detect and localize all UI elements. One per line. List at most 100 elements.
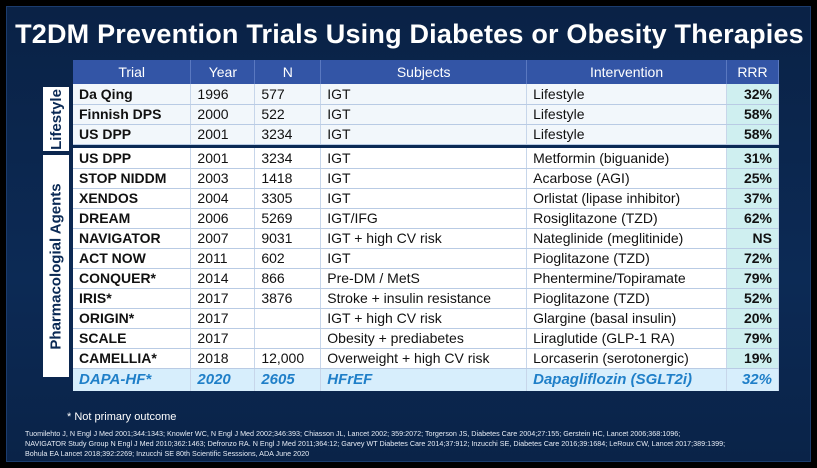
table-header-row: Trial Year N Subjects Intervention RRR: [73, 60, 780, 84]
cell-subjects: IGT: [320, 124, 528, 145]
cell-rrr: 37%: [726, 188, 780, 209]
cell-trial: ACT NOW: [73, 248, 192, 269]
pharma-group-label: Pharmacologial Agents: [43, 155, 69, 377]
header-trial: Trial: [73, 60, 192, 84]
trials-table: Trial Year N Subjects Intervention RRR D…: [73, 60, 780, 391]
cell-trial: Da Qing: [73, 84, 192, 105]
cell-year: 2020: [190, 368, 256, 391]
cell-rrr: 52%: [726, 288, 780, 309]
cell-rrr: 79%: [726, 268, 780, 289]
cell-intervention: Orlistat (lipase inhibitor): [526, 188, 727, 209]
cell-year: 2000: [190, 104, 256, 125]
cell-n: 577: [254, 84, 322, 105]
header-year: Year: [190, 60, 256, 84]
cell-year: 2011: [190, 248, 256, 269]
table-row: NAVIGATOR 2007 9031 IGT + high CV risk Nateg…: [73, 228, 780, 249]
pharma-label-text: Pharmacologial Agents: [47, 182, 65, 350]
cell-intervention: Pioglitazone (TZD): [526, 288, 727, 309]
cell-year: 2014: [190, 268, 256, 289]
cell-year: 2006: [190, 208, 256, 229]
cell-trial: NAVIGATOR: [73, 228, 192, 249]
cell-trial: DAPA-HF*: [73, 368, 192, 391]
reference-line: Tuomilehto J, N Engl J Med 2001;344:1343…: [25, 429, 681, 438]
table-row: XENDOS 2004 3305 IGT Orlistat (lipase inhibi…: [73, 188, 780, 209]
cell-trial: Finnish DPS: [73, 104, 192, 125]
cell-year: 2001: [190, 124, 256, 145]
cell-intervention: Glargine (basal insulin): [526, 308, 727, 329]
cell-subjects: HFrEF: [320, 368, 528, 391]
cell-n: 3876: [254, 288, 322, 309]
cell-n: [254, 308, 322, 329]
cell-n: 12,000: [254, 348, 322, 369]
reference-line: NAVIGATOR Study Group N Engl J Med 2010;…: [25, 439, 726, 448]
header-subjects: Subjects: [320, 60, 528, 84]
cell-trial: IRIS*: [73, 288, 192, 309]
cell-trial: XENDOS: [73, 188, 192, 209]
cell-intervention: Pioglitazone (TZD): [526, 248, 727, 269]
cell-subjects: Stroke + insulin resistance: [320, 288, 528, 309]
lifestyle-group-label: Lifestyle: [43, 87, 69, 151]
cell-subjects: IGT + high CV risk: [320, 308, 528, 329]
cell-rrr: 62%: [726, 208, 780, 229]
table-row: DREAM 2006 5269 IGT/IFG Rosiglitazone (TZD) 6…: [73, 208, 780, 229]
table-body: Da Qing 1996 577 IGT Lifestyle 32% Finnish DPS…: [73, 84, 780, 391]
cell-intervention: Lorcaserin (serotonergic): [526, 348, 727, 369]
cell-subjects: IGT: [320, 168, 528, 189]
cell-n: 866: [254, 268, 322, 289]
cell-subjects: IGT: [320, 188, 528, 209]
cell-rrr: 72%: [726, 248, 780, 269]
table-row: IRIS* 2017 3876 Stroke + insulin resistance…: [73, 288, 780, 309]
cell-rrr: 25%: [726, 168, 780, 189]
cell-n: 3234: [254, 148, 322, 169]
cell-subjects: IGT/IFG: [320, 208, 528, 229]
cell-subjects: IGT: [320, 248, 528, 269]
table-row: Finnish DPS 2000 522 IGT Lifestyle 58%: [73, 104, 780, 125]
cell-intervention: Lifestyle: [526, 84, 727, 105]
cell-n: 1418: [254, 168, 322, 189]
cell-n: 2605: [254, 368, 322, 391]
reference-line: Bohula EA Lancet 2018;392:2269; Inzucchi…: [25, 449, 310, 458]
cell-subjects: Obesity + prediabetes: [320, 328, 528, 349]
cell-rrr: 58%: [726, 104, 780, 125]
cell-year: 2007: [190, 228, 256, 249]
cell-intervention: Dapagliflozin (SGLT2i): [526, 368, 727, 391]
cell-intervention: Nateglinide (meglitinide): [526, 228, 727, 249]
cell-rrr: 79%: [726, 328, 780, 349]
cell-rrr: 19%: [726, 348, 780, 369]
cell-rrr: 31%: [726, 148, 780, 169]
footnote: * Not primary outcome: [67, 411, 177, 423]
table-row: CONQUER* 2014 866 Pre-DM / MetS Phentermine/…: [73, 268, 780, 289]
cell-year: 2003: [190, 168, 256, 189]
cell-year: 1996: [190, 84, 256, 105]
cell-trial: US DPP: [73, 148, 192, 169]
cell-subjects: IGT + high CV risk: [320, 228, 528, 249]
table-row: STOP NIDDM 2003 1418 IGT Acarbose (AGI) 25%: [73, 168, 780, 189]
cell-n: 3305: [254, 188, 322, 209]
cell-trial: STOP NIDDM: [73, 168, 192, 189]
table-row: CAMELLIA* 2018 12,000 Overweight + high CV …: [73, 348, 780, 369]
cell-intervention: Acarbose (AGI): [526, 168, 727, 189]
cell-year: 2017: [190, 328, 256, 349]
cell-rrr: NS: [726, 228, 780, 249]
cell-intervention: Lifestyle: [526, 104, 727, 125]
cell-subjects: Pre-DM / MetS: [320, 268, 528, 289]
cell-n: [254, 328, 322, 349]
cell-n: 3234: [254, 124, 322, 145]
cell-n: 9031: [254, 228, 322, 249]
cell-intervention: Phentermine/Topiramate: [526, 268, 727, 289]
header-n: N: [254, 60, 322, 84]
cell-year: 2018: [190, 348, 256, 369]
cell-rrr: 32%: [726, 368, 780, 391]
references: Tuomilehto J, N Engl J Med 2001;344:1343…: [25, 429, 805, 459]
cell-intervention: Rosiglitazone (TZD): [526, 208, 727, 229]
cell-trial: CAMELLIA*: [73, 348, 192, 369]
divider-cell: [73, 144, 779, 148]
lifestyle-label-text: Lifestyle: [47, 88, 65, 150]
cell-year: 2017: [190, 288, 256, 309]
cell-rrr: 58%: [726, 124, 780, 145]
cell-subjects: Overweight + high CV risk: [320, 348, 528, 369]
slide-title: T2DM Prevention Trials Using Diabetes or…: [15, 19, 804, 49]
cell-intervention: Metformin (biguanide): [526, 148, 727, 169]
cell-subjects: IGT: [320, 84, 528, 105]
cell-trial: DREAM: [73, 208, 192, 229]
